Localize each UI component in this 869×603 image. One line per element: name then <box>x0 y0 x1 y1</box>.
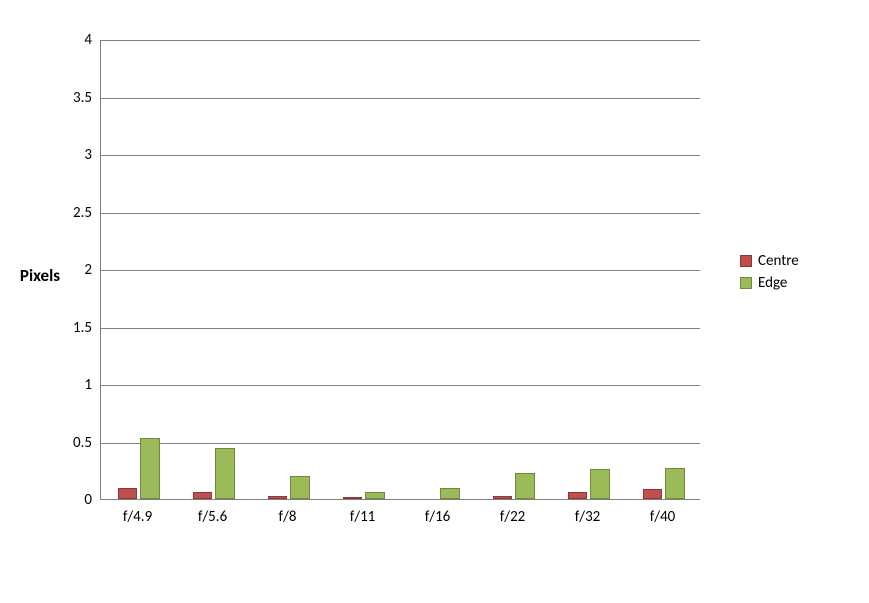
gridline <box>101 270 700 271</box>
gridline <box>101 443 700 444</box>
bar-centre <box>268 496 288 499</box>
gridline <box>101 385 700 386</box>
legend-item-edge: Edge <box>740 272 799 294</box>
y-tick-label: 1.5 <box>60 319 92 337</box>
legend-label: Edge <box>758 272 787 294</box>
y-tick-label: 0 <box>60 491 92 509</box>
bar-centre <box>343 497 363 499</box>
legend-label: Centre <box>758 250 799 272</box>
y-tick-label: 0.5 <box>60 434 92 452</box>
y-tick-label: 3.5 <box>60 89 92 107</box>
x-tick-label: f/8 <box>279 508 297 526</box>
legend-item-centre: Centre <box>740 250 799 272</box>
bar-edge <box>290 476 310 499</box>
gridline <box>101 328 700 329</box>
y-tick-label: 1 <box>60 376 92 394</box>
gridline <box>101 98 700 99</box>
x-tick-label: f/11 <box>350 508 376 526</box>
bar-centre <box>493 496 513 499</box>
legend: CentreEdge <box>740 250 799 294</box>
chart-container: Pixels CentreEdge 00.511.522.533.54f/4.9… <box>0 0 869 603</box>
bar-edge <box>590 469 610 499</box>
legend-swatch-icon <box>740 255 752 267</box>
y-tick-label: 4 <box>60 31 92 49</box>
bar-centre <box>568 492 588 499</box>
x-tick-label: f/40 <box>650 508 676 526</box>
x-tick-label: f/4.9 <box>123 508 152 526</box>
x-tick-label: f/32 <box>575 508 601 526</box>
bar-edge <box>515 473 535 499</box>
x-tick-label: f/22 <box>500 508 526 526</box>
y-tick-label: 2 <box>60 261 92 279</box>
gridline <box>101 155 700 156</box>
gridline <box>101 213 700 214</box>
legend-swatch-icon <box>740 277 752 289</box>
bar-edge <box>440 488 460 500</box>
bar-edge <box>140 438 160 499</box>
bar-centre <box>193 492 213 499</box>
bar-centre <box>643 489 663 499</box>
plot-area <box>100 40 700 500</box>
y-tick-label: 3 <box>60 146 92 164</box>
bar-centre <box>118 488 138 500</box>
bar-edge <box>665 468 685 499</box>
bar-edge <box>365 492 385 499</box>
gridline <box>101 40 700 41</box>
x-tick-label: f/5.6 <box>198 508 227 526</box>
bar-edge <box>215 448 235 499</box>
x-tick-label: f/16 <box>425 508 451 526</box>
y-tick-label: 2.5 <box>60 204 92 222</box>
